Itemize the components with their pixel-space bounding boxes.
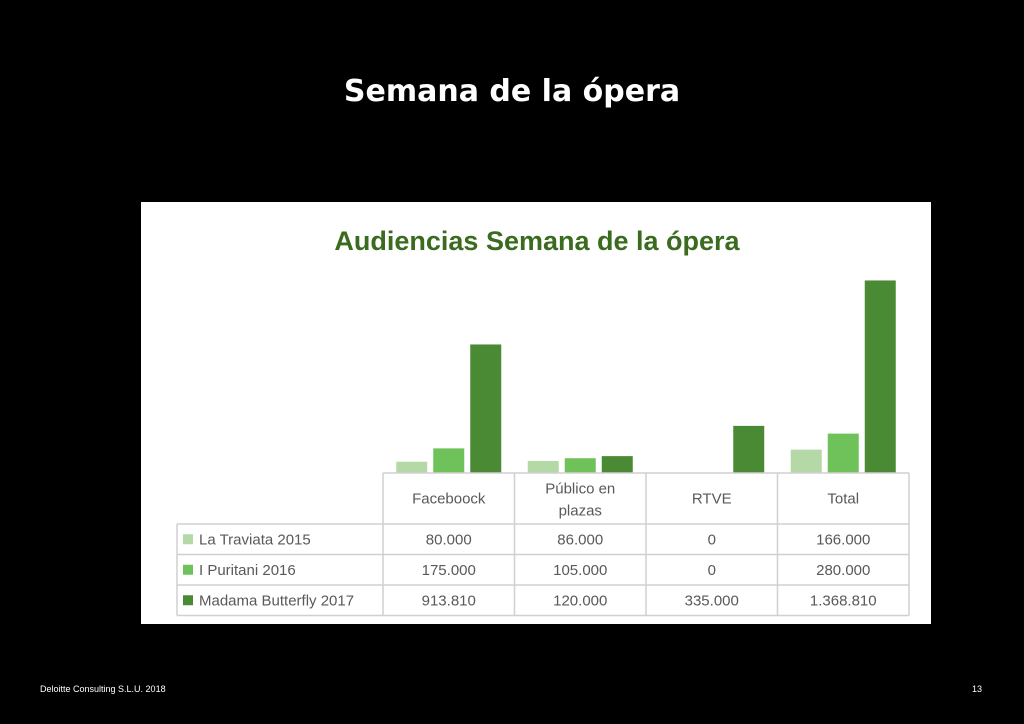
bar-3-3 — [733, 425, 765, 473]
data-label-2-1: 175.000 — [422, 562, 476, 579]
data-label-3-4: 1.368.810 — [810, 592, 877, 609]
legend-swatch-3 — [183, 595, 193, 606]
legend-label-3: Madama Butterfly 2017 — [199, 592, 354, 609]
data-label-2-3: 0 — [708, 562, 716, 579]
data-label-1-2: 86.000 — [557, 531, 603, 548]
bar-2-4 — [827, 433, 859, 473]
category-label-3: RTVE — [692, 491, 732, 508]
data-label-1-1: 80.000 — [426, 531, 472, 548]
data-label-3-2: 120.000 — [553, 592, 607, 609]
category-label-2: Público en plazas — [545, 481, 615, 520]
bar-1-1 — [396, 461, 428, 473]
data-label-2-2: 105.000 — [553, 562, 607, 579]
bar-3-4 — [864, 280, 896, 473]
chart-container: Audiencias Semana de la ópera Faceboock P… — [141, 202, 931, 624]
bar-3-1 — [470, 344, 502, 473]
bar-3-2 — [601, 456, 633, 473]
data-label-1-4: 166.000 — [816, 531, 870, 548]
legend-swatch-2 — [183, 564, 193, 575]
category-label-1: Faceboock — [412, 491, 486, 508]
bar-1-4 — [790, 449, 822, 473]
chart-title: Audiencias Semana de la ópera — [334, 226, 740, 256]
data-label-3-1: 913.810 — [422, 592, 476, 609]
bar-2-2 — [564, 458, 596, 473]
legend-label-2: I Puritani 2016 — [199, 562, 296, 579]
slide-title: Semana de la ópera — [343, 74, 681, 109]
bar-chart: Audiencias Semana de la ópera Faceboock P… — [176, 226, 910, 617]
legend-swatch-1 — [183, 534, 193, 545]
category-label-4: Total — [827, 491, 859, 508]
legend-label-1: La Traviata 2015 — [199, 531, 311, 548]
page-number: 13 — [971, 684, 982, 694]
bar-2-1 — [433, 448, 465, 473]
data-label-3-3: 335.000 — [685, 592, 739, 609]
data-label-1-3: 0 — [708, 531, 716, 548]
footer-copyright: Deloitte Consulting S.L.U. 2018 — [40, 684, 166, 694]
bar-1-2 — [527, 460, 559, 473]
data-label-2-4: 280.000 — [816, 562, 870, 579]
